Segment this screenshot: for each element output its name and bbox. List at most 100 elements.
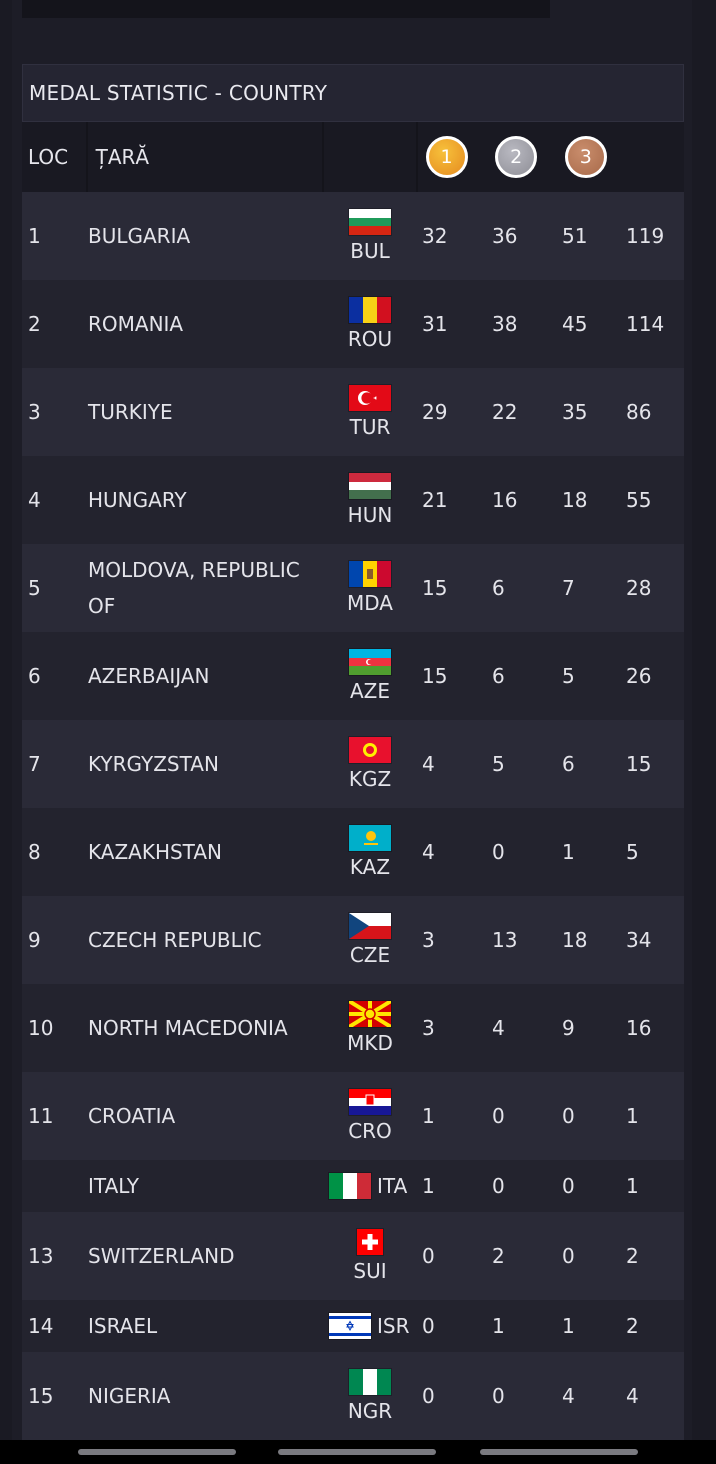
table-row[interactable]: 13 SWITZERLAND SUI 0 2 0 2	[22, 1212, 684, 1300]
bronze-count: 0	[562, 1174, 575, 1198]
country-code: CZE	[349, 943, 391, 967]
flag-cell: CRO	[324, 1089, 416, 1143]
country-code: KGZ	[348, 767, 392, 791]
total-count: 1	[626, 1174, 639, 1198]
total-count: 2	[626, 1314, 639, 1338]
table-row[interactable]: 9 CZECH REPUBLIC CZE 3 13 18 34	[22, 896, 684, 984]
country-name: KAZAKHSTAN	[88, 840, 222, 864]
table-row[interactable]: 14 ISRAEL ISR 0 1 1 2	[22, 1300, 684, 1352]
silver-count: 22	[492, 400, 518, 424]
flag-cell: KAZ	[324, 825, 416, 879]
country-name: HUNGARY	[88, 488, 187, 512]
flag-cell: AZE	[324, 649, 416, 703]
table-row[interactable]: 3 TURKIYE TUR 29 22 35 86	[22, 368, 684, 456]
left-edge	[0, 0, 12, 1440]
gold-count: 1	[422, 1174, 435, 1198]
header-country: ȚARĂ	[95, 145, 150, 169]
country-code: KAZ	[349, 855, 391, 879]
table-row[interactable]: 8 KAZAKHSTAN KAZ 4 0 1 5	[22, 808, 684, 896]
gold-count: 31	[422, 312, 448, 336]
country-code: BUL	[350, 239, 390, 263]
table-row[interactable]: 1 BULGARIA BUL 32 36 51 119	[22, 192, 684, 280]
bulgaria-flag-icon	[349, 209, 391, 235]
moldova-flag-icon	[349, 561, 391, 587]
table-row[interactable]: 7 KYRGYZSTAN KGZ 4 5 6 15	[22, 720, 684, 808]
silver-count: 6	[492, 576, 505, 600]
total-count: 114	[626, 312, 665, 336]
nav-pill-center[interactable]	[278, 1449, 436, 1455]
total-count: 28	[626, 576, 652, 600]
flag-cell: ROU	[324, 297, 416, 351]
flag-cell: BUL	[324, 209, 416, 263]
flag-cell: TUR	[324, 385, 416, 439]
right-edge	[692, 0, 716, 1440]
table-row[interactable]: 2 ROMANIA ROU 31 38 45 114	[22, 280, 684, 368]
bronze-count: 0	[562, 1104, 575, 1128]
country-code: ISR	[377, 1314, 410, 1338]
header-bronze-cell: 3	[557, 122, 627, 192]
gold-count: 4	[422, 840, 435, 864]
rank-cell: 4	[28, 488, 41, 512]
table-row[interactable]: 10 NORTH MACEDONIA MKD 3 4 9 16	[22, 984, 684, 1072]
israel-flag-icon	[329, 1313, 371, 1339]
table-row[interactable]: 4 HUNGARY HUN 21 16 18 55	[22, 456, 684, 544]
czech-flag-icon	[349, 913, 391, 939]
country-code: HUN	[347, 503, 393, 527]
rank-cell: 2	[28, 312, 41, 336]
country-name: ROMANIA	[88, 312, 184, 336]
country-name: NORTH MACEDONIA	[88, 1016, 288, 1040]
gold-count: 15	[422, 576, 448, 600]
total-count: 5	[626, 840, 639, 864]
bronze-count: 5	[562, 664, 575, 688]
bronze-count: 35	[562, 400, 588, 424]
gold-count: 3	[422, 928, 435, 952]
total-count: 4	[626, 1384, 639, 1408]
silver-count: 16	[492, 488, 518, 512]
table-row[interactable]: 6 AZERBAIJAN AZE 15 6 5 26	[22, 632, 684, 720]
country-name: KYRGYZSTAN	[88, 752, 219, 776]
gold-count: 3	[422, 1016, 435, 1040]
bronze-medal-icon: 3	[564, 136, 607, 178]
country-code: NGR	[347, 1399, 393, 1423]
gold-medal-icon: 1	[425, 136, 468, 178]
flag-cell: SUI	[324, 1229, 416, 1283]
country-code: ITA	[377, 1174, 408, 1198]
silver-count: 0	[492, 1104, 505, 1128]
country-name: AZERBAIJAN	[88, 664, 210, 688]
header-silver-cell: 2	[487, 122, 557, 192]
nav-pill-right[interactable]	[480, 1449, 638, 1455]
total-count: 119	[626, 224, 665, 248]
total-count: 15	[626, 752, 652, 776]
gold-count: 29	[422, 400, 448, 424]
country-code: MKD	[347, 1031, 393, 1055]
bronze-count: 18	[562, 488, 588, 512]
romania-flag-icon	[349, 297, 391, 323]
header-gold-cell: 1	[418, 122, 488, 192]
gold-count: 15	[422, 664, 448, 688]
rank-cell: 15	[28, 1384, 54, 1408]
kyrgyzstan-flag-icon	[349, 737, 391, 763]
country-name: CROATIA	[88, 1104, 176, 1128]
rank-cell: 8	[28, 840, 41, 864]
country-name: ITALY	[88, 1174, 139, 1198]
table-body: 1 BULGARIA BUL 32 36 51 119 2 ROMANIA ROU 31 38 45 11…	[22, 192, 684, 1440]
table-row[interactable]: 5 MOLDOVA, REPUBLIC OF MDA 15 6 7 28	[22, 544, 684, 632]
total-count: 1	[626, 1104, 639, 1128]
panel-title: MEDAL STATISTIC - COUNTRY	[22, 64, 684, 122]
table-row[interactable]: 11 CROATIA CRO 1 0 0 1	[22, 1072, 684, 1160]
country-code: TUR	[349, 415, 391, 439]
switzerland-flag-icon	[357, 1229, 383, 1255]
gold-count: 0	[422, 1244, 435, 1268]
rank-cell: 1	[28, 224, 41, 248]
header-loc: LOC	[22, 122, 88, 192]
rank-cell: 13	[28, 1244, 54, 1268]
bronze-count: 7	[562, 576, 575, 600]
country-code: CRO	[348, 1119, 392, 1143]
nav-pill-left[interactable]	[78, 1449, 236, 1455]
italy-flag-icon	[329, 1173, 371, 1199]
country-name: BULGARIA	[88, 224, 191, 248]
table-row[interactable]: ITALY ITA 1 0 0 1	[22, 1160, 684, 1212]
header-flag-col	[322, 122, 418, 192]
table-row[interactable]: 15 NIGERIA NGR 0 0 4 4	[22, 1352, 684, 1440]
bronze-count: 1	[562, 1314, 575, 1338]
